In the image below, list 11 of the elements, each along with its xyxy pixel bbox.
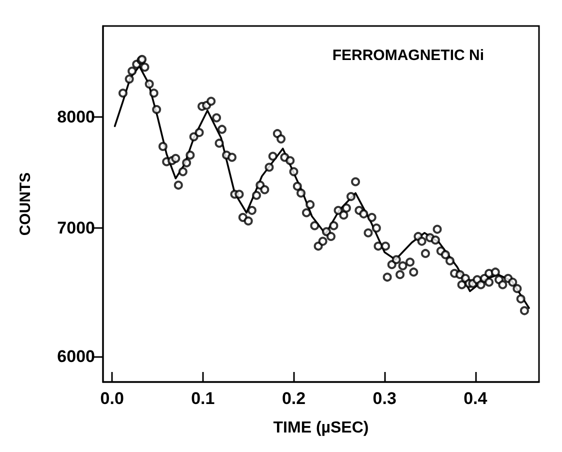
annotation: FERROMAGNETIC Ni xyxy=(332,47,484,64)
x-tick-label: 0.4 xyxy=(464,389,488,408)
x-tick-label: 0.2 xyxy=(282,389,306,408)
x-tick-label: 0.0 xyxy=(100,389,124,408)
x-axis-title: TIME (µSEC) xyxy=(273,420,369,436)
y-tick-label: 7000 xyxy=(57,218,95,238)
x-tick-label: 0.3 xyxy=(372,389,396,408)
y-tick-label: 8000 xyxy=(57,107,95,126)
y-tick-label: 6000 xyxy=(57,347,95,366)
y-axis-title: COUNTS xyxy=(17,172,34,236)
x-tick-label: 0.1 xyxy=(191,389,215,408)
